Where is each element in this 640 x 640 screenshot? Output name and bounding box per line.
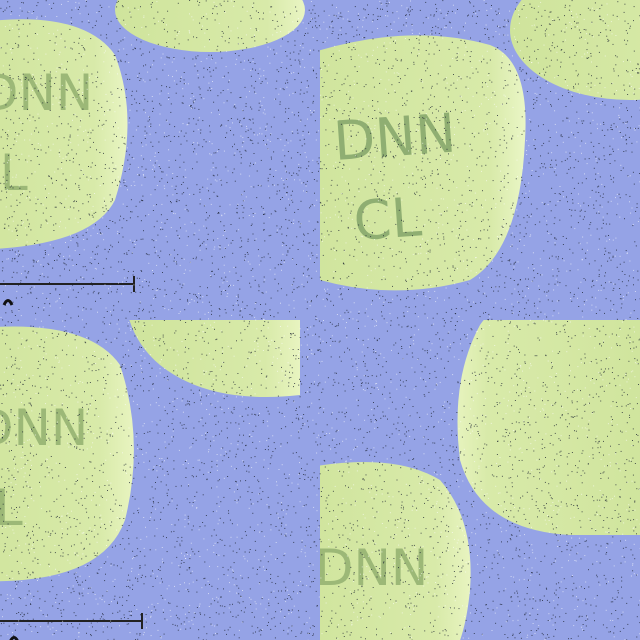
- pill-imprint-bottom: CL: [0, 144, 28, 202]
- pill-shape: [320, 462, 471, 640]
- pill-imprint-top: DNN: [0, 64, 93, 122]
- pill-shape: [0, 19, 128, 249]
- pill-photo-tile: DNN: [320, 320, 640, 640]
- pill-shape: [320, 35, 526, 291]
- pill-photo-tile: DNN CL: [0, 0, 320, 320]
- pill-shape: [457, 320, 640, 535]
- pill-imprint-bottom: CL: [352, 185, 424, 253]
- tile-top-left: DNN CL: [0, 0, 320, 320]
- pill-shape: [115, 0, 305, 52]
- tile-bottom-right: DNN: [320, 320, 640, 640]
- pill-imprint-top: DNN: [332, 102, 458, 173]
- pill-shape: [0, 326, 134, 582]
- pill-shape: [510, 0, 640, 100]
- pill-photo-tile: DNN CL: [320, 0, 640, 320]
- tile-top-right: DNN CL: [320, 0, 640, 320]
- pill-imprint-top: DNN: [0, 399, 88, 457]
- pill-shape: [129, 320, 300, 397]
- pill-imprint-top: DNN: [320, 539, 428, 597]
